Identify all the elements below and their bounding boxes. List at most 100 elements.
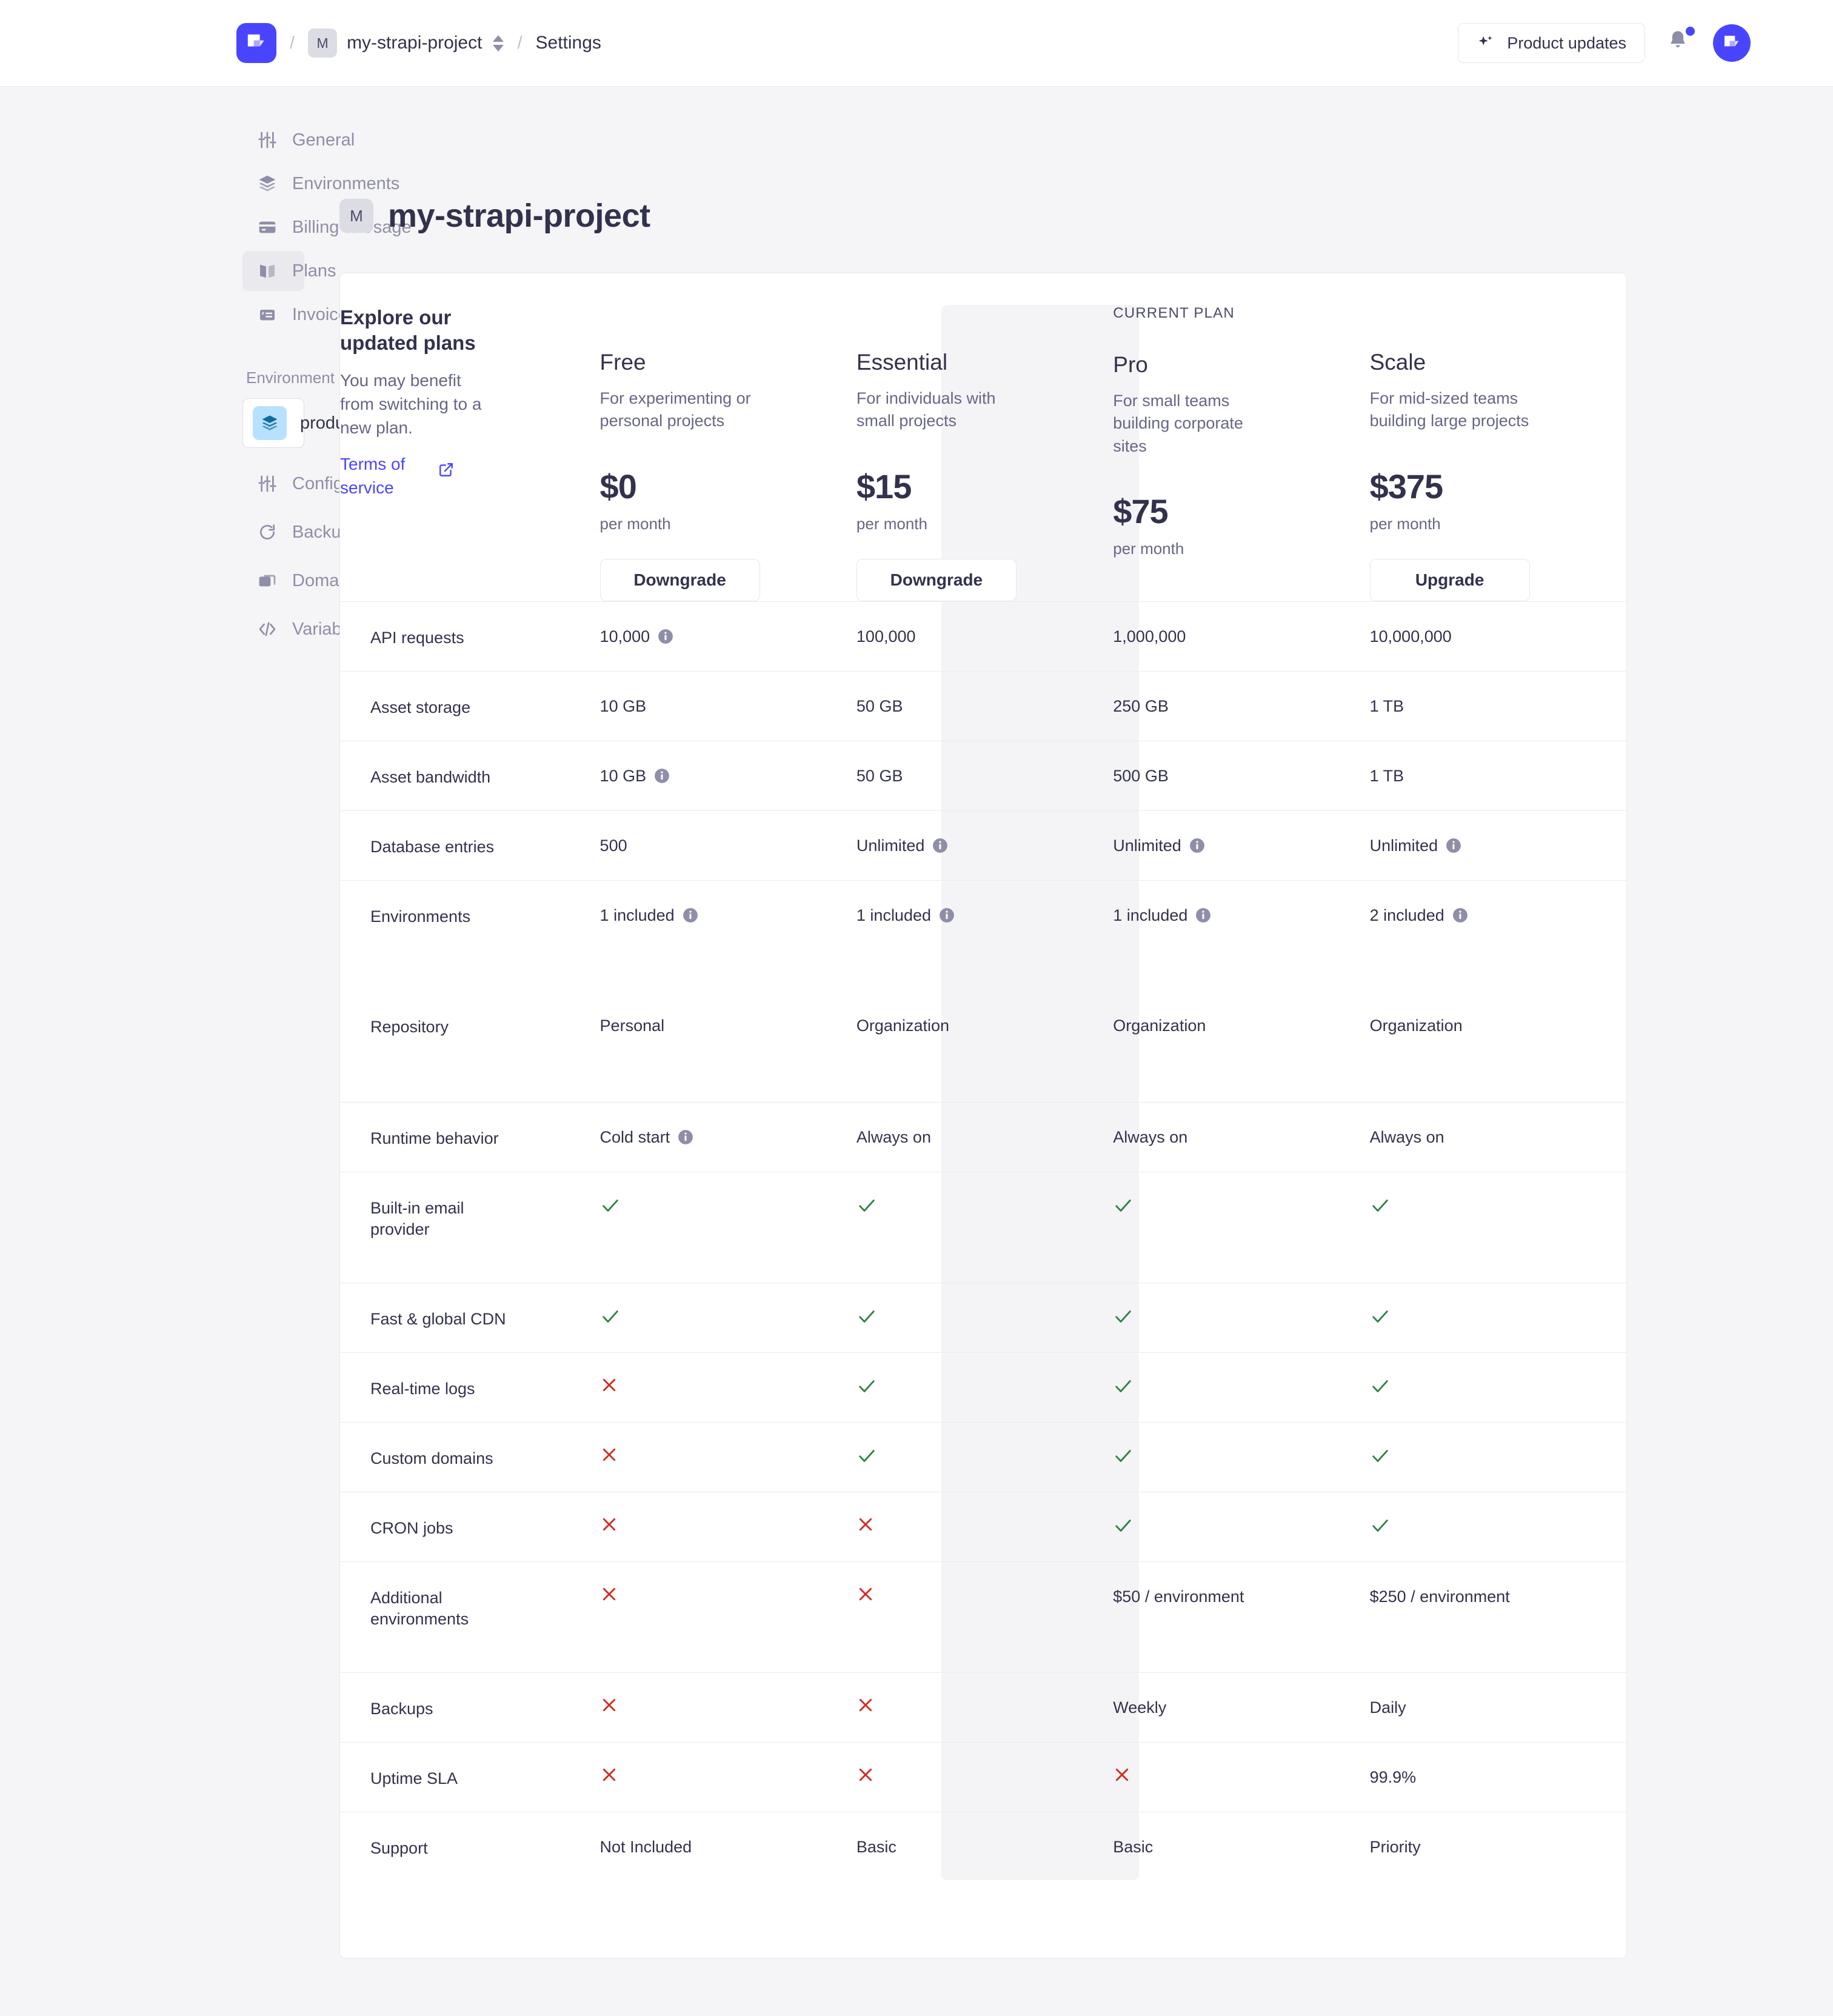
plan-cta-button[interactable]: Downgrade: [856, 558, 1017, 601]
external-link-icon[interactable]: [438, 462, 454, 478]
table-row: Database entries 500 Unlimited Unlimited U…: [340, 810, 1626, 880]
feature-value-cell: 1 included: [1113, 879, 1370, 991]
feature-value: 1 TB: [1369, 696, 1404, 715]
feature-value: 1 included: [1113, 881, 1369, 925]
sidebar-item-billing-usage[interactable]: Billing & Usage: [242, 207, 412, 247]
cross-icon: [1116, 1768, 1129, 1781]
cross-icon: [603, 1587, 615, 1600]
feature-value: Weekly: [1113, 1698, 1167, 1717]
notifications-button[interactable]: [1666, 27, 1695, 58]
feature-value: 50 GB: [856, 696, 903, 715]
breadcrumb-separator-2: /: [517, 33, 523, 53]
project-avatar-badge: M: [308, 28, 338, 58]
table-row: Uptime SLA 99.9%: [340, 1741, 1626, 1812]
feature-value-cell: [1113, 1171, 1370, 1283]
feature-name-cell: Environments: [340, 879, 600, 991]
info-icon[interactable]: [1195, 907, 1211, 923]
feature-value-cell: Not Included: [599, 1811, 856, 1923]
up-down-chevrons-icon[interactable]: [493, 35, 504, 52]
feature-name-cell: Database entries: [340, 810, 600, 880]
terms-of-service-link[interactable]: Terms of service: [340, 455, 406, 497]
page-title: my-strapi-project: [388, 198, 650, 234]
cross-icon: [859, 1768, 872, 1781]
plan-column-scale: Scale For mid-sized teams building large…: [1369, 273, 1626, 601]
feature-name: Fast & global CDN: [370, 1309, 506, 1328]
feature-value-cell: Daily: [1369, 1672, 1626, 1742]
feature-name: Environments: [370, 907, 471, 926]
feature-value: Personal: [599, 1016, 665, 1035]
feature-value: 10 GB: [599, 696, 647, 715]
feature-value-cell: [599, 1171, 856, 1283]
feature-excluded: [1113, 1743, 1369, 1784]
plan-name: Pro: [1113, 352, 1148, 377]
breadcrumb-project-name[interactable]: my-strapi-project: [347, 33, 482, 53]
plans-intro-title: Explore our updated plans: [340, 306, 476, 355]
user-avatar[interactable]: [1713, 24, 1751, 62]
table-row: Custom domains: [340, 1421, 1626, 1492]
top-bar-actions: Product updates: [1458, 23, 1751, 63]
environment-section-label: Environment: [246, 369, 335, 387]
feature-value-cell: Organization: [1370, 991, 1626, 1102]
page-header: M my-strapi-project: [339, 197, 1627, 235]
feature-name: Uptime SLA: [370, 1769, 458, 1787]
breadcrumb-settings[interactable]: Settings: [535, 33, 601, 53]
table-row: Asset bandwidth 10 GB 50 GB 500 GB 1 TB: [340, 740, 1626, 810]
feature-value: Organization: [856, 1016, 949, 1035]
feature-value-cell: 250 GB: [1113, 670, 1370, 741]
plans-intro-cell: Explore our updated plans You may benefi…: [340, 273, 600, 601]
feature-value-cell: [856, 1561, 1113, 1672]
plan-price: $0: [599, 467, 637, 506]
product-updates-button[interactable]: Product updates: [1458, 23, 1645, 63]
environment-select[interactable]: production: [242, 398, 395, 448]
check-icon: [1372, 1199, 1388, 1212]
info-icon[interactable]: [939, 907, 955, 923]
feature-value-cell: [1369, 1282, 1626, 1352]
feature-value-cell: [1369, 1352, 1626, 1422]
table-row: Runtime behavior Cold start Always on Alwa…: [340, 1101, 1626, 1172]
feature-value: 500: [599, 836, 627, 855]
sidebar-item-domains[interactable]: Domains: [242, 561, 361, 601]
sliders-icon: [257, 130, 278, 150]
info-icon[interactable]: [683, 907, 698, 923]
feature-value: Always on: [1113, 1127, 1188, 1146]
feature-value-cell: [856, 1421, 1113, 1492]
check-icon: [1115, 1199, 1132, 1212]
feature-value-cell: [856, 1741, 1113, 1812]
feature-value: Cold start: [600, 1103, 856, 1147]
plan-cta-button[interactable]: Upgrade: [1369, 558, 1530, 601]
refresh-icon: [257, 522, 278, 542]
feature-name: Custom domains: [370, 1449, 493, 1467]
windows-icon: [257, 570, 278, 591]
plans-header-row: Explore our updated plans You may benefi…: [340, 273, 1626, 601]
info-icon[interactable]: [678, 1129, 693, 1145]
feature-excluded: [600, 1562, 856, 1603]
info-icon[interactable]: [654, 768, 670, 784]
feature-value: $250 / environment: [1369, 1587, 1510, 1606]
feature-excluded: [856, 1562, 1113, 1603]
info-icon[interactable]: [1452, 907, 1468, 923]
sidebar-item-configuration[interactable]: Configuration: [242, 464, 397, 504]
sidebar-item-variables[interactable]: Variables: [242, 609, 364, 649]
sidebar-item-invoices[interactable]: Invoices: [242, 295, 356, 335]
feature-value: Basic: [856, 1837, 896, 1856]
info-icon[interactable]: [1446, 838, 1461, 853]
info-icon[interactable]: [658, 629, 673, 644]
sidebar-item-environments[interactable]: Environments: [242, 164, 399, 204]
plan-description: For experimenting or personal projects: [599, 389, 751, 430]
feature-value-cell: Priority: [1369, 1811, 1626, 1923]
sidebar-item-general[interactable]: General: [242, 120, 355, 160]
feature-value: 2 included: [1370, 881, 1626, 925]
current-plan-badge: CURRENT PLAN: [1113, 305, 1235, 321]
feature-value: 1 included: [856, 881, 1113, 925]
strapi-logo-icon[interactable]: [236, 23, 276, 63]
sidebar-item-backups[interactable]: Backups: [242, 512, 359, 552]
info-icon[interactable]: [932, 838, 948, 853]
book-open-icon: [257, 261, 278, 281]
plan-period: per month: [1113, 539, 1184, 558]
feature-value-cell: [599, 1352, 856, 1422]
feature-name-cell: Asset bandwidth: [340, 740, 600, 810]
feature-value-cell: [1369, 1421, 1626, 1492]
plan-cta-button[interactable]: Downgrade: [599, 558, 760, 601]
info-icon[interactable]: [1189, 838, 1205, 853]
sidebar-item-plans[interactable]: Plans: [242, 251, 336, 291]
